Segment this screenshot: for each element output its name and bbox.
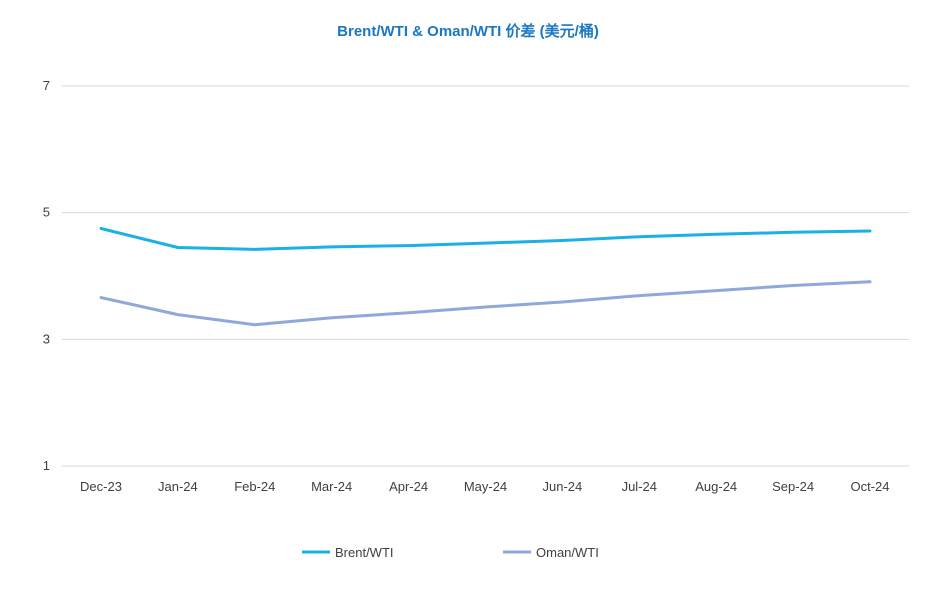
x-tick-label: Dec-23 (80, 479, 122, 494)
y-tick-label: 3 (43, 331, 50, 346)
legend-label: Brent/WTI (335, 545, 394, 560)
x-tick-label: Mar-24 (311, 479, 352, 494)
x-tick-label: Feb-24 (234, 479, 275, 494)
x-tick-label: Sep-24 (772, 479, 814, 494)
x-tick-label: Jun-24 (543, 479, 583, 494)
series-line-oman-wti (99, 280, 872, 327)
x-tick-label: Oct-24 (850, 479, 889, 494)
y-tick-label: 7 (43, 78, 50, 93)
y-tick-label: 5 (43, 205, 50, 220)
gridlines (62, 85, 909, 467)
legend-label: Oman/WTI (536, 545, 599, 560)
x-tick-label: Jan-24 (158, 479, 198, 494)
x-tick-label: Apr-24 (389, 479, 428, 494)
y-axis-ticks: 1 3 5 7 (43, 78, 50, 473)
y-tick-label: 1 (43, 458, 50, 473)
x-tick-label: Jul-24 (622, 479, 657, 494)
x-tick-label: May-24 (464, 479, 507, 494)
series-line-brent-wti (99, 227, 872, 251)
series-lines (99, 227, 872, 327)
legend: Brent/WTI Oman/WTI (302, 545, 599, 560)
x-tick-label: Aug-24 (695, 479, 737, 494)
chart-title: Brent/WTI & Oman/WTI 价差 (美元/桶) (337, 22, 599, 40)
x-axis-ticks: Dec-23 Jan-24 Feb-24 Mar-24 Apr-24 May-24 Jun-… (80, 479, 889, 494)
